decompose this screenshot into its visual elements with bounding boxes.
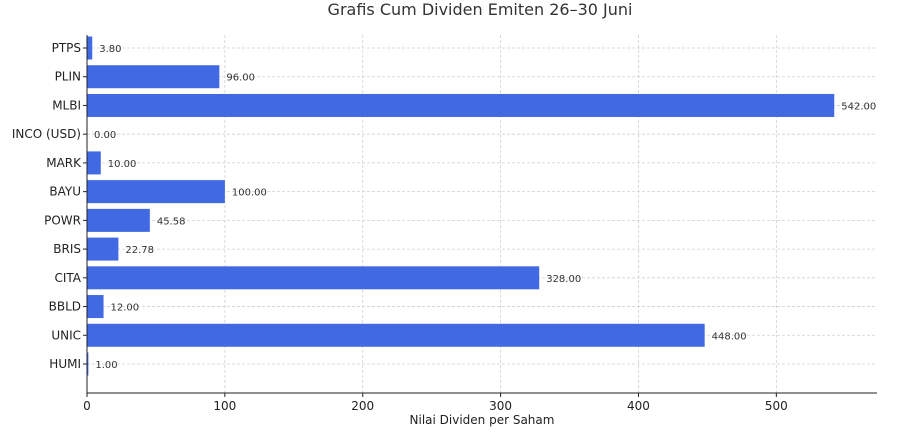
x-axis-label: Nilai Dividen per Saham bbox=[410, 413, 555, 427]
x-tick-label: 400 bbox=[627, 399, 650, 413]
data-label: 96.00 bbox=[226, 73, 255, 84]
bar-humi bbox=[87, 352, 89, 376]
bar-ptps bbox=[87, 36, 93, 60]
bar-unic bbox=[87, 323, 705, 347]
bar-mlbi bbox=[87, 93, 835, 117]
y-tick-label: POWR bbox=[44, 213, 81, 227]
y-tick-label: PLIN bbox=[55, 70, 81, 84]
chart-title: Grafis Cum Dividen Emiten 26–30 Juni bbox=[328, 0, 633, 19]
x-tick-label: 100 bbox=[213, 399, 236, 413]
y-tick-label: CITA bbox=[54, 271, 81, 285]
y-tick-label: MARK bbox=[46, 156, 82, 170]
bars bbox=[87, 36, 835, 376]
bar-bayu bbox=[87, 180, 225, 204]
x-axis-ticks: 0 100 200 300 400 500 bbox=[83, 393, 788, 413]
y-tick-label: HUMI bbox=[49, 357, 81, 371]
bar-cita bbox=[87, 266, 540, 290]
y-tick-label: UNIC bbox=[51, 328, 81, 342]
bar-powr bbox=[87, 208, 150, 232]
x-tick-label: 0 bbox=[83, 399, 91, 413]
data-label: 45.58 bbox=[157, 216, 186, 227]
data-label: 0.00 bbox=[94, 130, 116, 141]
bar-bris bbox=[87, 237, 119, 261]
bar-bbld bbox=[87, 295, 104, 319]
data-label: 448.00 bbox=[712, 331, 747, 342]
y-axis-ticks: PTPS PLIN MLBI INCO (USD) MARK BAYU POWR BRIS CI… bbox=[12, 41, 87, 371]
y-tick-label: INCO (USD) bbox=[12, 127, 81, 141]
x-tick-label: 300 bbox=[489, 399, 512, 413]
data-label: 12.00 bbox=[111, 303, 140, 314]
y-tick-label: BBLD bbox=[49, 300, 81, 314]
data-label: 22.78 bbox=[125, 245, 154, 256]
data-label: 542.00 bbox=[841, 101, 876, 112]
bar-plin bbox=[87, 65, 220, 89]
x-tick-label: 500 bbox=[765, 399, 788, 413]
data-label: 3.80 bbox=[99, 44, 121, 55]
data-label: 1.00 bbox=[95, 360, 117, 371]
data-label: 328.00 bbox=[546, 274, 581, 285]
data-label: 100.00 bbox=[232, 188, 267, 199]
y-tick-label: MLBI bbox=[52, 98, 81, 112]
x-tick-label: 200 bbox=[351, 399, 374, 413]
data-label: 10.00 bbox=[108, 159, 137, 170]
data-labels: 3.80 96.00 542.00 0.00 10.00 100.00 45.58 22.78… bbox=[94, 44, 876, 371]
y-tick-label: PTPS bbox=[52, 41, 81, 55]
y-tick-label: BRIS bbox=[53, 242, 81, 256]
bar-mark bbox=[87, 151, 101, 175]
y-tick-label: BAYU bbox=[49, 185, 81, 199]
